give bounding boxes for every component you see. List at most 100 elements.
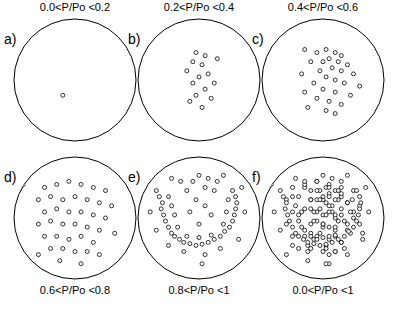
data-point [188,242,192,246]
data-point [315,179,319,183]
data-point [287,219,291,223]
data-point [148,210,152,214]
data-point [235,201,239,205]
data-point [297,213,301,217]
data-point [350,198,354,202]
data-point [104,216,108,220]
data-point [321,87,325,91]
plot-frame [262,157,384,279]
data-point [333,233,337,237]
data-point [179,179,183,183]
data-point [221,222,225,226]
panel-letter: c) [252,31,264,47]
data-point [345,173,349,177]
data-point [159,207,163,211]
data-point [67,179,71,183]
data-point [212,189,216,193]
data-point [324,109,328,113]
panel-title: 0.4<P/Po <0.6 [288,1,358,13]
data-point [278,228,282,232]
data-point [240,186,244,190]
data-point [206,72,210,76]
panel-letter: e) [128,169,140,185]
data-point [336,60,340,64]
data-point [318,198,322,202]
data-point [206,240,210,244]
panel-title: 0.8<P/Po <1 [168,284,229,296]
data-point [170,176,174,180]
data-point [309,189,313,193]
data-point [67,210,71,214]
data-point [359,201,363,205]
data-point [281,195,285,199]
data-point [194,51,198,55]
data-point [345,201,349,205]
data-point [91,240,95,244]
data-point [327,225,331,229]
data-point [185,69,189,73]
data-point [215,57,219,61]
data-point [284,201,288,205]
data-point [197,236,201,240]
data-point [167,195,171,199]
data-point [347,229,351,233]
data-point [321,236,325,240]
data-point [358,195,362,199]
data-point [157,195,161,199]
data-point [194,198,198,202]
data-point [194,93,198,97]
data-point [55,207,59,211]
data-point [306,105,310,109]
data-point [191,60,195,64]
data-point [339,54,343,58]
data-point [79,210,83,214]
data-point [200,242,204,246]
data-point [36,198,40,202]
data-point [306,250,310,254]
data-point [173,213,177,217]
data-point [182,250,186,254]
data-point [163,219,167,223]
data-point [167,225,171,229]
data-point [333,250,337,254]
data-point [215,179,219,183]
data-point [209,233,213,237]
data-point [336,237,340,241]
points [21,179,117,265]
data-point [36,253,40,257]
panel: 0.0<P/Po <0.2a) [4,1,136,141]
data-point [333,90,337,94]
data-point [327,253,331,257]
data-point [291,195,295,199]
plot-frame [14,19,136,141]
data-point [61,198,65,202]
data-point [194,243,198,247]
data-point [160,201,164,205]
data-point [330,176,334,180]
data-point [170,204,174,208]
data-point [212,237,216,241]
data-point [361,237,365,241]
data-point [297,219,301,223]
data-point [200,262,204,266]
data-point [203,253,207,257]
panel: 0.8<P/Po <1 e) [128,157,260,296]
data-point [303,90,307,94]
data-point [294,204,298,208]
data-point [237,237,241,241]
data-point [73,195,77,199]
data-point [297,247,301,251]
data-point [312,210,316,214]
data-point [154,228,158,232]
data-point [315,96,319,100]
data-point [221,173,225,177]
data-point [336,189,340,193]
data-point [203,186,207,190]
plot-frame [262,19,384,141]
data-point [113,231,117,235]
data-point [173,234,177,238]
data-point [212,81,216,85]
data-point [278,189,282,193]
data-point [291,225,295,229]
data-point [342,247,346,251]
